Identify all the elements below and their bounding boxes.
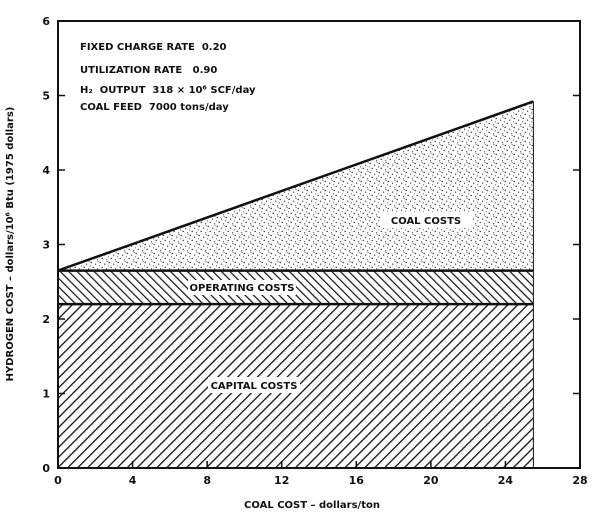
note-fixed-charge-rate: FIXED CHARGE RATE 0.20: [80, 42, 227, 53]
region-label-coal-costs: COAL COSTS: [380, 212, 472, 228]
y-axis-ticks: 0 1 2 3 4 5 6: [42, 15, 580, 475]
x-axis-ticks: 0 4 8 12 16 20 24 28: [54, 461, 588, 487]
coal-costs-label: COAL COSTS: [391, 216, 461, 227]
y-tick-label: 3: [42, 239, 50, 252]
x-tick-label: 20: [423, 474, 439, 487]
region-label-operating-costs: OPERATING COSTS: [188, 280, 296, 295]
x-tick-label: 0: [54, 474, 62, 487]
x-tick-label: 24: [498, 474, 514, 487]
x-tick-label: 16: [349, 474, 365, 487]
y-tick-label: 1: [42, 388, 50, 401]
capital-costs-label: CAPITAL COSTS: [211, 381, 298, 392]
y-axis-label: HYDROGEN COST – dollars/10⁶ Btu (1975 do…: [5, 107, 16, 382]
x-tick-label: 4: [129, 474, 137, 487]
y-tick-label: 0: [42, 462, 50, 475]
x-tick-label: 28: [572, 474, 587, 487]
region-label-capital-costs: CAPITAL COSTS: [208, 377, 300, 393]
x-tick-label: 12: [274, 474, 289, 487]
note-utilization-rate: UTILIZATION RATE 0.90: [80, 65, 217, 76]
operating-costs-label: OPERATING COSTS: [190, 283, 295, 294]
y-tick-label: 6: [42, 15, 50, 28]
y-tick-label: 4: [42, 164, 50, 177]
x-tick-label: 8: [203, 474, 211, 487]
total-cost-line: [57, 100, 534, 272]
note-h2-output: H₂ OUTPUT 318 × 10⁶ SCF/day: [80, 85, 256, 96]
y-tick-label: 5: [42, 90, 50, 103]
note-coal-feed: COAL FEED 7000 tons/day: [80, 102, 229, 113]
x-axis-label: COAL COST – dollars/ton: [244, 500, 380, 511]
y-tick-label: 2: [42, 313, 50, 326]
